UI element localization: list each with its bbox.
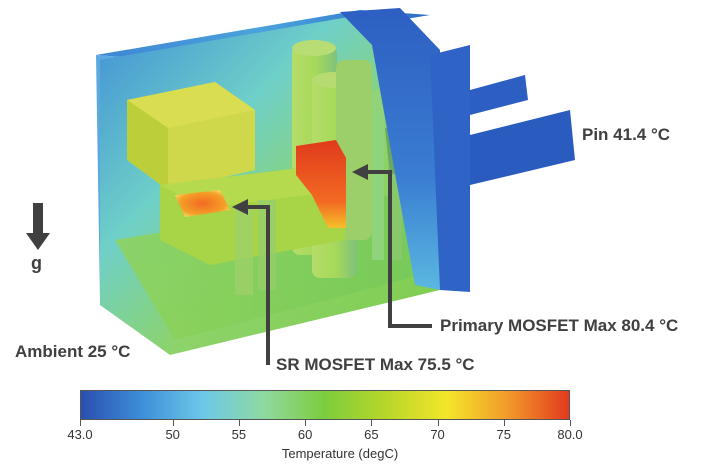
capacitor-1-top bbox=[292, 40, 336, 56]
housing-right-side bbox=[430, 45, 470, 292]
ambient-temperature-label: Ambient 25 °C bbox=[15, 342, 131, 361]
colorbar-tick-mark bbox=[238, 420, 240, 426]
colorbar-tick-label: 80.0 bbox=[557, 427, 583, 442]
gravity-label: g bbox=[31, 253, 42, 273]
transformer-top bbox=[127, 82, 255, 128]
transformer-side bbox=[127, 100, 168, 190]
primary-mosfet-hotspot bbox=[296, 140, 346, 228]
colorbar-tick-mark bbox=[305, 420, 307, 426]
temperature-colorbar bbox=[80, 390, 570, 420]
pin-lower bbox=[470, 110, 575, 185]
colorbar-tick-label: 75 bbox=[496, 427, 512, 442]
housing-right-wall bbox=[340, 8, 440, 290]
sr-mosfet-hotspot bbox=[175, 190, 230, 217]
primary-mosfet-label: Primary MOSFET Max 80.4 °C bbox=[440, 316, 679, 335]
colorbar-tick-label: 55 bbox=[231, 427, 247, 442]
pin-temperature-label: Pin 41.4 °C bbox=[582, 125, 671, 144]
gravity-arrow-head bbox=[26, 233, 50, 250]
colorbar-tick-mark bbox=[503, 420, 505, 426]
colorbar-tick-label: 60 bbox=[297, 427, 313, 442]
colorbar-tick-mark bbox=[371, 420, 373, 426]
component-fin-1 bbox=[372, 90, 384, 260]
sr-mosfet-arrowhead bbox=[232, 199, 248, 215]
colorbar-tick-mark bbox=[437, 420, 439, 426]
colorbar-tick-mark bbox=[570, 420, 571, 426]
colorbar-tick-label: 43.0 bbox=[67, 427, 93, 442]
colorbar-tick-mark bbox=[80, 420, 81, 426]
colorbar-tick-label: 65 bbox=[364, 427, 379, 442]
gravity-arrow-shaft bbox=[33, 203, 43, 235]
secondary-fin-1 bbox=[235, 205, 253, 295]
colorbar-title: Temperature (degC) bbox=[281, 446, 399, 461]
colorbar-tick-label: 50 bbox=[165, 427, 180, 442]
sr-mosfet-arrow bbox=[245, 205, 270, 365]
colorbar-tick-label: 70 bbox=[430, 427, 445, 442]
primary-mosfet-arrow bbox=[366, 170, 432, 328]
colorbar-tick-mark bbox=[172, 420, 174, 426]
pin-upper bbox=[470, 75, 528, 115]
sr-mosfet-label: SR MOSFET Max 75.5 °C bbox=[276, 355, 475, 374]
primary-mosfet-arrowhead bbox=[352, 164, 368, 180]
